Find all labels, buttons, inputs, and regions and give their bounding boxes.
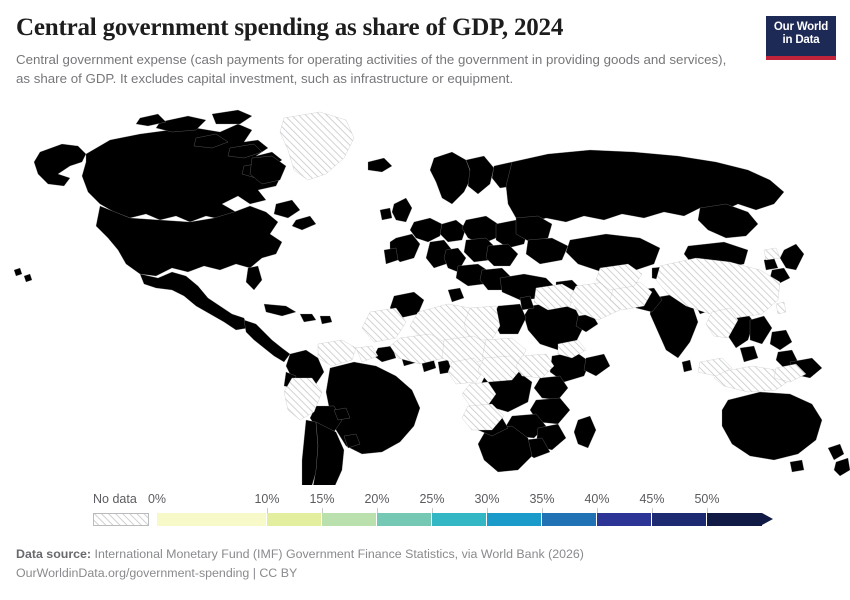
map-legend[interactable]: No data 0% 10% 15% 20% 25% 30% 35% 40% 45% 50% <box>0 488 850 536</box>
legend-tick-label-3: 20% <box>364 492 390 506</box>
legend-tick-mark-8 <box>652 508 653 513</box>
legend-tick-label-1: 10% <box>254 492 280 506</box>
owid-logo-line2: in Data <box>782 33 820 46</box>
page-title: Central government spending as share of … <box>16 14 564 41</box>
world-map[interactable] <box>0 100 850 485</box>
legend-tick-label-2: 15% <box>309 492 335 506</box>
chart-header: Central government spending as share of … <box>16 14 756 89</box>
legend-bin-7[interactable] <box>597 513 652 526</box>
no-data-hatch-icon <box>94 514 148 525</box>
legend-bin-3[interactable] <box>377 513 432 526</box>
chart-subtitle: Central government expense (cash payment… <box>16 52 727 86</box>
data-source-label: Data source: <box>16 547 92 561</box>
legend-color-bar[interactable] <box>157 513 762 526</box>
legend-bin-1[interactable] <box>267 513 322 526</box>
legend-tick-mark-4 <box>432 508 433 513</box>
legend-open-end-arrow-icon <box>762 513 773 525</box>
legend-tick-label-5: 30% <box>474 492 500 506</box>
legend-no-data-swatch[interactable] <box>93 513 149 526</box>
legend-tick-mark-2 <box>322 508 323 513</box>
legend-bin-8[interactable] <box>652 513 707 526</box>
world-map-svg[interactable] <box>0 100 850 485</box>
data-source-text: International Monetary Fund (IMF) Govern… <box>94 547 584 561</box>
owid-logo-line1: Our World <box>773 21 829 33</box>
legend-bin-0[interactable] <box>157 513 267 526</box>
legend-bin-2[interactable] <box>322 513 377 526</box>
legend-tick-mark-9 <box>707 508 708 513</box>
legend-tick-mark-6 <box>542 508 543 513</box>
owid-logo[interactable]: Our World in Data <box>766 16 836 60</box>
chart-footer: Data source: International Monetary Fund… <box>16 545 816 583</box>
legend-tick-mark-3 <box>377 508 378 513</box>
legend-tick-label-7: 40% <box>584 492 610 506</box>
legend-tick-mark-1 <box>267 508 268 513</box>
footer-link-line[interactable]: OurWorldinData.org/government-spending |… <box>16 566 298 581</box>
legend-tick-mark-5 <box>487 508 488 513</box>
legend-tick-label-4: 25% <box>419 492 445 506</box>
legend-bin-6[interactable] <box>542 513 597 526</box>
map-countries-with-data[interactable] <box>14 110 850 485</box>
legend-bin-4[interactable] <box>432 513 487 526</box>
legend-inner: No data 0% 10% 15% 20% 25% 30% 35% 40% 45% 50% <box>0 488 850 536</box>
legend-no-data-label: No data <box>93 492 137 506</box>
map-countries-no-data[interactable] <box>280 112 806 430</box>
legend-tick-label-6: 35% <box>529 492 555 506</box>
legend-tick-label-0: 0% <box>147 492 167 506</box>
legend-tick-label-9: 50% <box>694 492 720 506</box>
legend-tick-mark-7 <box>597 508 598 513</box>
data-source-line: Data source: International Monetary Fund… <box>16 545 816 564</box>
legend-bin-5[interactable] <box>487 513 542 526</box>
legend-bin-9[interactable] <box>707 513 762 526</box>
legend-tick-label-8: 45% <box>639 492 665 506</box>
